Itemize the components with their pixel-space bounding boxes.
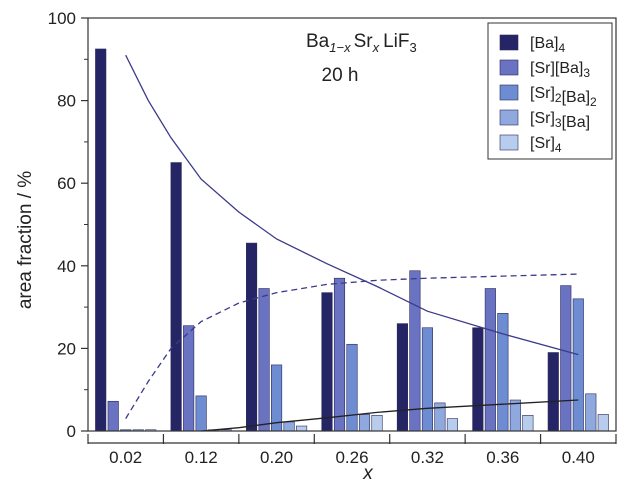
legend-swatch [499, 34, 519, 51]
bar [371, 415, 383, 432]
formula-sub1: 1−x [329, 40, 351, 55]
bar [95, 48, 107, 432]
formula-base3: LiF [383, 31, 409, 52]
formula-sub3: 3 [409, 40, 416, 55]
x-tick-label: 0.26 [335, 448, 368, 467]
formula-sub2: x [372, 40, 380, 55]
bar [183, 325, 195, 432]
bar [585, 393, 597, 432]
x-tick-label: 0.32 [411, 448, 444, 467]
legend: [Ba]4 [Sr][Ba]3 [Sr]2[Ba]2[Sr]3[Ba] [Sr]4 [487, 22, 613, 160]
bar [396, 323, 408, 432]
legend-swatch [499, 59, 519, 76]
fit-curve [125, 273, 579, 419]
bar [497, 312, 509, 432]
bar [446, 418, 458, 432]
x-axis-title: x [362, 463, 374, 484]
x-tick-label: 0.20 [260, 448, 293, 467]
legend-label: [Sr]3[Ba] [530, 110, 590, 131]
x-tick-label: 0.36 [486, 448, 519, 467]
bar [271, 364, 283, 432]
formula-base1: Ba [306, 31, 330, 52]
plot-frame [87, 17, 617, 432]
legend-label: [Ba]4 [530, 35, 565, 55]
y-axis-title: area fraction / % [15, 171, 36, 309]
legend-label: [Sr]2[Ba]2 [530, 85, 597, 109]
duration-annotation: 20 h [322, 65, 359, 86]
bar [283, 421, 295, 432]
x-tick-label: 0.02 [109, 448, 142, 467]
bar [522, 415, 534, 432]
x-tick-label: 0.12 [185, 448, 218, 467]
bar [296, 425, 308, 432]
legend-label: [Sr][Ba]3 [530, 60, 590, 80]
formula-base2: Sr [354, 31, 374, 52]
y-tick-label: 40 [57, 257, 76, 276]
fit-curve [125, 54, 579, 356]
formula-annotation: Ba1−x Srx LiF3 [306, 31, 417, 55]
axes: 0 20 40 60 80 100 0.02 0.12 0.20 0.26 0.32 0.36 0.40 [48, 9, 617, 467]
bar [107, 400, 119, 432]
legend-swatch [499, 84, 519, 101]
y-tick-label: 80 [57, 92, 76, 111]
bar [346, 343, 358, 432]
bar [509, 399, 521, 432]
bar [597, 414, 609, 432]
bar [560, 285, 572, 432]
bar [547, 352, 559, 432]
bar [572, 298, 584, 432]
bar [472, 327, 484, 432]
bar [484, 288, 496, 432]
fit-curves [125, 54, 579, 432]
y-tick-label: 20 [57, 339, 76, 358]
y-tick-label: 100 [48, 9, 76, 28]
x-tick-label: 0.40 [562, 448, 595, 467]
bar [258, 288, 270, 432]
y-tick-label: 0 [67, 422, 76, 441]
bar [170, 162, 182, 432]
bar [409, 270, 421, 432]
legend-swatch [499, 109, 519, 126]
fit-curve [201, 399, 579, 432]
bar [333, 277, 346, 432]
bar [246, 242, 258, 432]
bar [195, 395, 207, 432]
legend-swatch [499, 134, 519, 151]
bars-layer [95, 48, 609, 432]
bar [421, 327, 433, 432]
bar [358, 414, 371, 432]
bar [321, 292, 333, 432]
y-tick-label: 60 [57, 174, 76, 193]
legend-label: [Sr]4 [530, 135, 562, 155]
